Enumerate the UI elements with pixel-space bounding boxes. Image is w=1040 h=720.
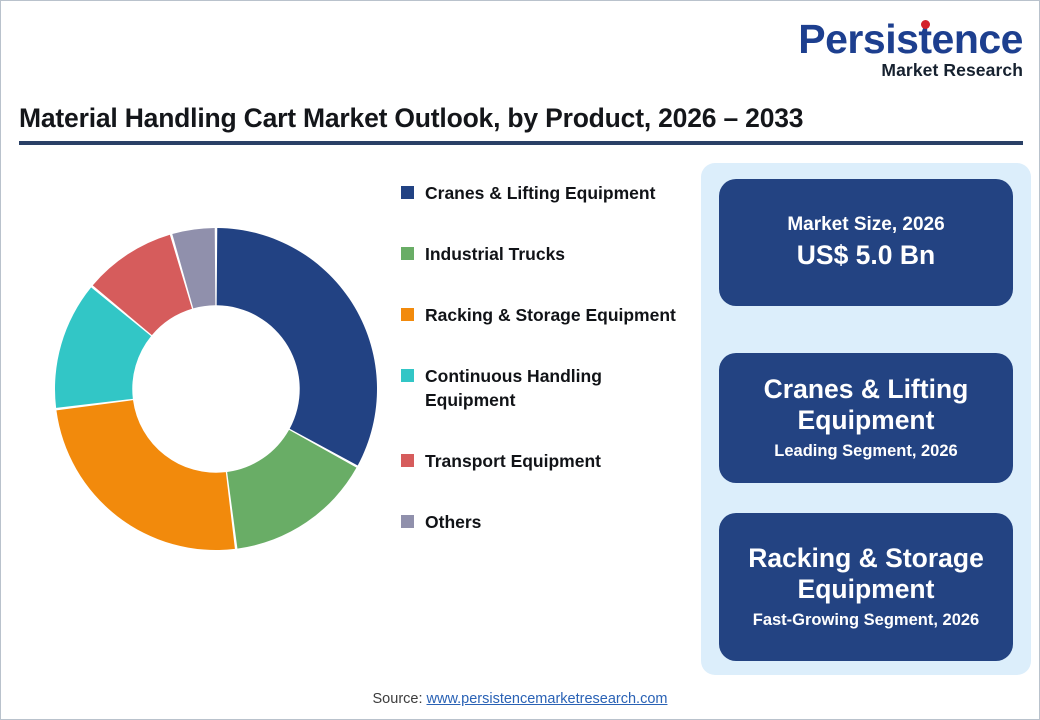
- source-footer: Source: www.persistencemarketresearch.co…: [1, 691, 1039, 707]
- legend-swatch-icon: [401, 186, 414, 199]
- legend-item-label: Industrial Trucks: [425, 243, 566, 264]
- brand-accent-dot-icon: [921, 20, 931, 29]
- legend-item-label: Racking & Storage Equipment: [425, 304, 676, 325]
- fast-growing-segment-name: Racking & Storage Equipment: [748, 542, 984, 605]
- donut-slice[interactable]: [216, 228, 377, 466]
- fast-growing-segment-card: Racking & Storage Equipment Fast-Growing…: [719, 513, 1013, 661]
- donut-slice[interactable]: [227, 429, 357, 549]
- legend-item-label: Continuous Handling Equipment: [425, 365, 602, 411]
- stat-panel: Market Size, 2026 US$ 5.0 Bn Cranes & Li…: [701, 163, 1031, 675]
- brand-logo: Persistence Market Research: [798, 19, 1023, 80]
- leading-segment-card: Cranes & Lifting Equipment Leading Segme…: [719, 353, 1013, 483]
- legend-swatch-icon: [401, 454, 414, 468]
- legend-item[interactable]: Others: [401, 510, 691, 535]
- donut-slice[interactable]: [172, 228, 216, 309]
- legend-item-label: Cranes & Lifting Equipment: [425, 183, 656, 203]
- legend-swatch-icon: [401, 246, 414, 260]
- legend-item-label: Transport Equipment: [425, 451, 601, 472]
- chart-area: Cranes & Lifting Equipment Industrial Tru…: [31, 166, 691, 636]
- chart-legend: Cranes & Lifting Equipment Industrial Tru…: [401, 181, 691, 571]
- leading-segment-caption: Leading Segment, 2026: [774, 442, 958, 461]
- market-size-label: Market Size, 2026: [787, 214, 945, 236]
- market-size-value: US$ 5.0 Bn: [796, 239, 936, 270]
- legend-item[interactable]: Industrial Trucks: [401, 242, 691, 267]
- title-block: Material Handling Cart Market Outlook, b…: [19, 103, 1023, 145]
- donut-slice[interactable]: [56, 400, 235, 550]
- leading-segment-name: Cranes & Lifting Equipment: [763, 373, 969, 436]
- market-size-card: Market Size, 2026 US$ 5.0 Bn: [719, 179, 1013, 306]
- fast-growing-segment-caption: Fast-Growing Segment, 2026: [752, 611, 980, 630]
- legend-swatch-icon: [401, 515, 414, 529]
- legend-item[interactable]: Cranes & Lifting Equipment: [401, 181, 691, 206]
- source-link[interactable]: www.persistencemarketresearch.com: [426, 691, 668, 707]
- legend-item[interactable]: Transport Equipment: [401, 449, 691, 474]
- donut-slice[interactable]: [92, 234, 193, 336]
- donut-chart: [53, 226, 379, 552]
- legend-item[interactable]: Continuous Handling Equipment: [401, 364, 691, 414]
- brand-tagline: Market Research: [881, 60, 1023, 80]
- donut-slice[interactable]: [54, 287, 152, 408]
- legend-item-label: Others: [425, 512, 482, 533]
- page-title: Material Handling Cart Market Outlook, b…: [19, 103, 804, 133]
- source-label: Source:: [372, 691, 427, 707]
- title-divider: [19, 141, 1023, 145]
- legend-item[interactable]: Racking & Storage Equipment: [401, 303, 691, 328]
- donut-slice-group: [54, 228, 377, 550]
- brand-name: Persistence: [798, 16, 1023, 62]
- legend-swatch-icon: [401, 368, 414, 382]
- legend-swatch-icon: [401, 307, 414, 321]
